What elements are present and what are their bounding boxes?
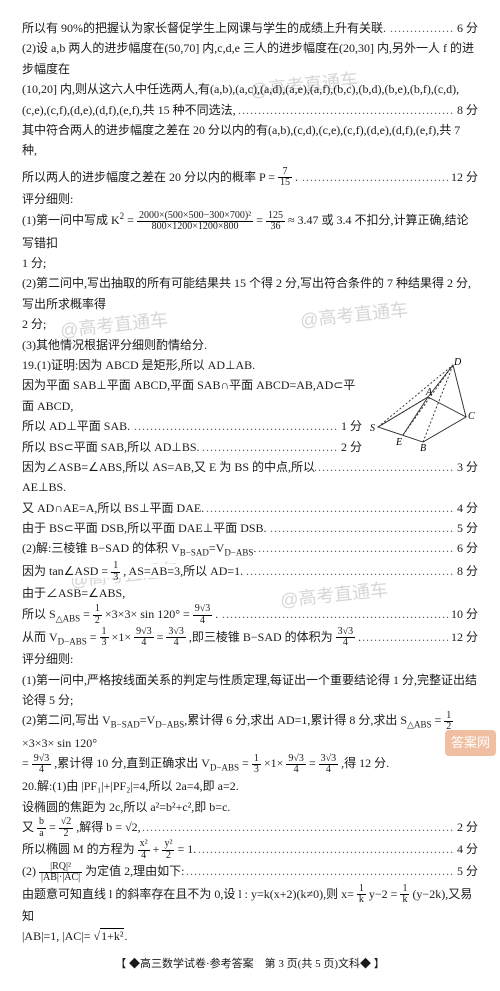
text: 从而 VD−ABS = 13 ×1× 9√34 = 3√34 ,即三棱锥 B−S…: [22, 630, 363, 644]
points: 2 分: [339, 437, 362, 457]
svg-text:S: S: [370, 423, 375, 434]
svg-text:E: E: [395, 437, 402, 448]
text: 2 分;: [22, 314, 478, 334]
points: 8 分: [455, 561, 478, 581]
text: 由题意可知直线 l 的斜率存在且不为 0,设 l : y=k(x+2)(k≠0)…: [22, 884, 478, 927]
text: 1 分;: [22, 253, 478, 273]
text: 所以有 90%的把握认为家长督促学生上网课与学生的成绩上升有关联.: [22, 21, 388, 35]
points: 3 分: [455, 457, 478, 477]
text: |AB|=1, |AC|= √1+k².: [22, 926, 478, 946]
text: 由于 BS⊂平面 DSB,所以平面 DAE⊥平面 DSB.: [22, 521, 269, 535]
text: 19.(1)证明:因为 ABCD 是矩形,所以 AD⊥AB.: [22, 355, 478, 375]
text: (2)第二问,写出 VB−SAD=VD−ABS,累计得 6 分,求出 AD=1,…: [22, 710, 478, 753]
points: 4 分: [455, 839, 478, 859]
text: 所以两人的进步幅度之差在 20 分以内的概率 P = 715 .: [22, 170, 300, 184]
svg-text:B: B: [420, 443, 426, 452]
text: (2)解:三棱锥 B−SAD 的体积 VB−SAD=VD−ABS.: [22, 541, 258, 555]
points: 12 分: [449, 167, 478, 187]
text: (1)第一问中写成 K2 = 2000×(500×500−300×700)²80…: [22, 209, 478, 253]
text: 又 AD∩AE=A,所以 BS⊥平面 DAE.: [22, 501, 206, 515]
text: (2) |RQ|²|AB|·|AC| 为定值 2,理由如下:: [22, 864, 186, 878]
text: (c,e),(c,f),(d,e),(d,f),(e,f),共 15 种不同选法…: [22, 103, 238, 117]
text: 评分细则:: [22, 189, 478, 209]
text: 由于∠ASB=∠ABS,: [22, 583, 478, 603]
text: 因为∠ASB=∠ABS,所以 AS=AB,又 E 为 BS 的中点,所以 AE⊥…: [22, 460, 315, 494]
text: (10,20] 内,则从这六人中任选两人,有(a,b),(a,c),(a,d),…: [22, 79, 478, 99]
text: 所以椭圆 M 的方程为 x²4 + y²2 = 1.: [22, 842, 198, 856]
text: (1)第一问中,严格按线面关系的判定与性质定理,每证出一个重要结论得 1 分,完…: [22, 670, 478, 711]
text: 所以 AD⊥平面 SAB.: [22, 419, 132, 433]
text: 所以 S△ABS = 12 ×3×3× sin 120° = 9√34 .: [22, 607, 220, 621]
points: 1 分: [339, 416, 362, 436]
text: 因为 tan∠ASD = 13 , AS=AB=3,所以 AD=1.: [22, 564, 245, 578]
text: (3)其他情况根据评分细则酌情给分.: [22, 335, 478, 355]
points: 12 分: [449, 627, 478, 647]
points: 4 分: [455, 498, 478, 518]
points: 8 分: [455, 100, 478, 120]
text: 所以 BS⊂平面 SAB,所以 AD⊥BS.: [22, 440, 202, 454]
points: 10 分: [449, 604, 478, 624]
points: 2 分: [455, 817, 478, 837]
text: 因为平面 SAB⊥平面 ABCD,平面 SAB∩平面 ABCD=AB,AD⊂平面…: [22, 375, 478, 416]
text: 又 ba = √22 ,解得 b = √2,: [22, 820, 143, 834]
text: (2)第二问中,写出抽取的所有可能结果共 15 个得 2 分,写出符合条件的 7…: [22, 273, 478, 314]
text: (2)设 a,b 两人的进步幅度在(50,70] 内,c,d,e 三人的进步幅度…: [22, 38, 478, 79]
text: 评分细则:: [22, 649, 478, 669]
points: 6 分: [455, 538, 478, 558]
text: 其中符合两人的进步幅度之差在 20 分以内的有(a,b),(c,d),(c,e)…: [22, 120, 478, 161]
points: 6 分: [455, 18, 478, 38]
text: 20.解:(1)由 |PF₁|+|PF₂|=4,所以 2a=4,即 a=2.: [22, 776, 478, 796]
points: 5 分: [455, 861, 478, 881]
points: 5 分: [455, 518, 478, 538]
text: 设椭圆的焦距为 2c,所以 a²=b²+c²,即 b=c.: [22, 797, 478, 817]
text: = 9√34 ,累计得 10 分,直到正确求出 VD−ABS = 13 ×1× …: [22, 753, 478, 776]
page-footer: 【 ◆高三数学试卷·参考答案 第 3 页(共 5 页)文科◆ 】: [22, 955, 478, 974]
